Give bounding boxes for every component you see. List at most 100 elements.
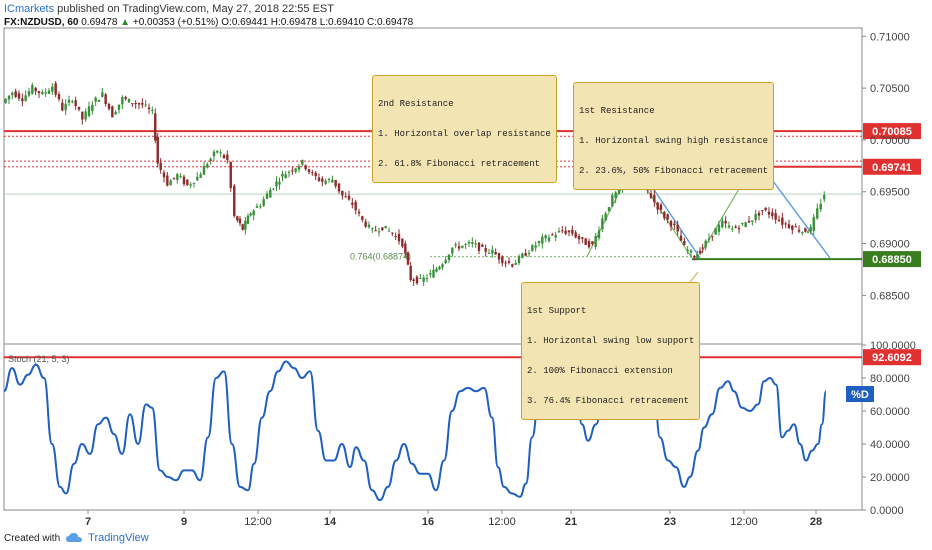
- stoch-tick-label: 40.0000: [870, 439, 910, 451]
- candle-body: [744, 222, 747, 228]
- candle-body: [44, 92, 47, 94]
- support-1-badge: [863, 251, 921, 268]
- candle-body: [457, 246, 461, 249]
- candle-body: [551, 234, 554, 236]
- candle-body: [441, 264, 444, 268]
- candle-body: [259, 206, 262, 208]
- stoch-tick-label: 80.0000: [870, 373, 910, 385]
- candle-body: [797, 229, 801, 232]
- candle-body: [409, 265, 412, 281]
- candle-body: [384, 225, 387, 229]
- candle-body: [94, 97, 97, 102]
- candle-body: [477, 242, 481, 251]
- candle-body: [147, 107, 151, 109]
- candle-body: [656, 202, 659, 210]
- candle-body: [412, 279, 415, 282]
- candle-body: [206, 164, 209, 168]
- candle-body: [404, 243, 407, 254]
- publish-header: ICmarkets published on TradingView.com, …: [4, 3, 334, 15]
- candle-body: [653, 195, 656, 203]
- candle-body: [567, 230, 571, 233]
- candle-body: [209, 158, 212, 162]
- stoch-d-line: [3, 350, 827, 502]
- candle-body: [767, 211, 771, 215]
- candle-body: [397, 233, 401, 242]
- price-tick-label: 0.70000: [870, 135, 910, 147]
- x-tick-label: 21: [565, 516, 577, 528]
- note-1st-support: 1st Support 1. Horizontal swing low supp…: [521, 282, 701, 420]
- x-tick-label: 12:00: [730, 516, 758, 528]
- candle-body: [262, 199, 265, 206]
- candle-body: [341, 190, 344, 196]
- candle-body: [689, 250, 693, 253]
- candle-body: [394, 236, 397, 238]
- candle-body: [249, 213, 252, 216]
- candle-body: [61, 102, 64, 111]
- stochastic-series: 92.6092 %D: [3, 349, 921, 502]
- candle-body: [435, 268, 438, 272]
- candle-body: [521, 253, 524, 258]
- candle-body: [777, 219, 781, 221]
- candle-body: [683, 241, 686, 246]
- candle-body: [189, 184, 192, 186]
- candle-body: [371, 228, 374, 230]
- candle-body: [511, 264, 514, 267]
- candle-body: [751, 220, 754, 223]
- candle-body: [347, 195, 351, 200]
- candle-body: [614, 192, 617, 199]
- candle-body: [774, 213, 777, 220]
- candle-body: [704, 240, 707, 248]
- stoch-tick-label: 0.0000: [870, 505, 904, 517]
- candle-body: [679, 235, 683, 241]
- candle-body: [481, 244, 484, 247]
- candle-body: [381, 227, 384, 231]
- tradingview-link[interactable]: TradingView: [88, 532, 149, 544]
- candle-body: [714, 228, 717, 235]
- candle-body: [676, 224, 679, 232]
- candle-body: [154, 113, 157, 141]
- candle-body: [354, 201, 357, 211]
- high-value: H:0.69478: [270, 17, 317, 28]
- price-tick-label: 0.68500: [870, 290, 910, 302]
- stoch-tick-label: 100.0000: [870, 340, 916, 352]
- x-tick-label: 23: [664, 516, 676, 528]
- candle-body: [711, 235, 714, 237]
- candle-body: [281, 173, 284, 177]
- candle-body: [364, 221, 367, 227]
- candle-body: [91, 104, 94, 112]
- candle-body: [497, 253, 501, 260]
- candle-body: [31, 85, 34, 94]
- candle-body: [4, 98, 7, 103]
- candle-body: [524, 253, 527, 256]
- candle-body: [297, 166, 301, 170]
- candle-body: [447, 254, 451, 261]
- note-line: 1. Horizontal swing low support: [527, 336, 695, 346]
- candle-body: [577, 236, 581, 240]
- price-tick-label: 0.70500: [870, 83, 910, 95]
- candle-body: [301, 159, 304, 165]
- candle-body: [741, 223, 744, 225]
- candle-body: [504, 262, 507, 264]
- candle-body: [474, 243, 477, 245]
- note-line: 1. Horizontal swing high resistance: [579, 136, 769, 146]
- brand-name[interactable]: ICmarkets: [4, 3, 55, 15]
- candle-body: [471, 241, 474, 244]
- candle-body: [121, 96, 124, 105]
- note-line: 2. 61.8% Fibonacci retracement: [378, 159, 541, 169]
- x-tick-label: 9: [181, 516, 187, 528]
- candle-body: [321, 178, 324, 182]
- candle-body: [734, 226, 737, 228]
- candle-body: [454, 244, 457, 246]
- candle-body: [432, 269, 435, 278]
- candle-body: [597, 230, 601, 239]
- candle-body: [291, 170, 294, 172]
- candle-body: [561, 230, 564, 232]
- candle-body: [724, 220, 727, 224]
- candle-body: [591, 241, 594, 245]
- candle-body: [287, 171, 291, 173]
- candle-body: [233, 185, 236, 216]
- candle-body: [707, 238, 711, 240]
- candle-body: [419, 277, 422, 279]
- candle-body: [514, 262, 517, 265]
- publish-info: published on TradingView.com, May 27, 20…: [54, 3, 334, 15]
